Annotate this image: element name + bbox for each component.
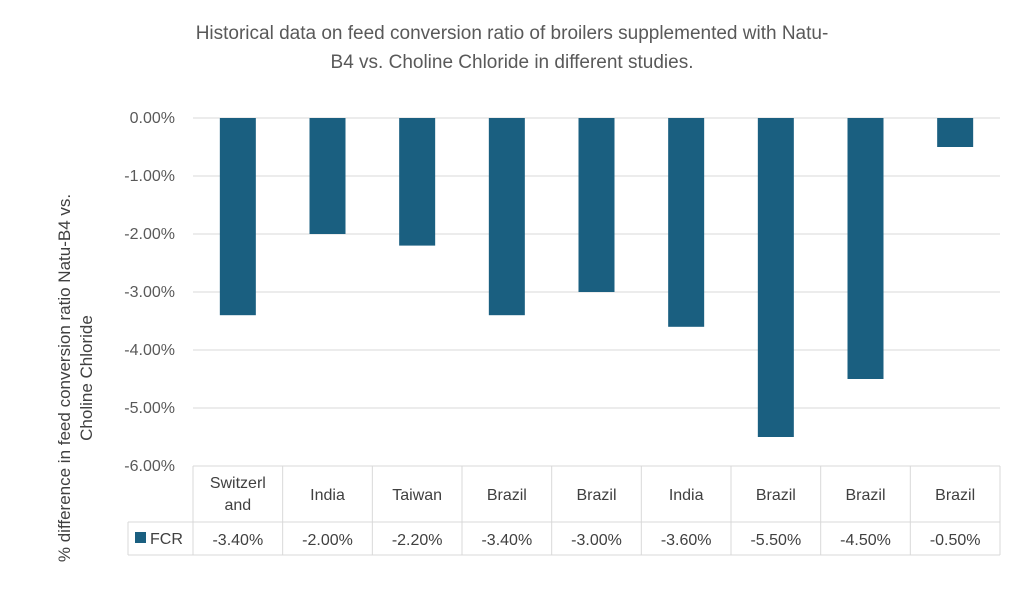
y-tick-label: -4.00% <box>124 342 175 359</box>
data-value-label: -4.50% <box>840 532 891 549</box>
y-tick-label: -6.00% <box>124 458 175 475</box>
chart-title-line-2: B4 vs. Choline Chloride in different stu… <box>330 52 694 73</box>
y-tick-label: -3.00% <box>124 284 175 301</box>
bar-taiwan <box>399 118 436 246</box>
y-tick-label: -1.00% <box>124 168 175 185</box>
bar-india <box>309 118 346 234</box>
category-label: India <box>669 487 704 504</box>
chart-title-line-1: Historical data on feed conversion ratio… <box>195 23 829 44</box>
bar-brazil <box>847 118 884 379</box>
legend-label: FCR <box>150 531 183 548</box>
bar-india <box>668 118 705 327</box>
legend-key <box>135 532 146 543</box>
y-tick-label: -2.00% <box>124 226 175 243</box>
bar-brazil <box>757 118 794 437</box>
category-label: and <box>224 497 251 514</box>
bar-brazil <box>578 118 615 292</box>
bar-brazil <box>488 118 525 316</box>
category-label: Brazil <box>756 487 796 504</box>
bar-brazil <box>937 118 974 147</box>
data-value-label: -5.50% <box>750 532 801 549</box>
category-label: Taiwan <box>392 487 442 504</box>
y-axis-ticks: 0.00% -1.00% -2.00% -3.00% -4.00% -5.00% -6.00… <box>124 110 175 475</box>
data-value-label: -2.20% <box>392 532 443 549</box>
category-label: Brazil <box>487 487 527 504</box>
category-label: Brazil <box>845 487 885 504</box>
bar-switzerland <box>219 118 256 316</box>
data-value-label: -3.40% <box>212 532 263 549</box>
category-label: Switzerl <box>210 475 266 492</box>
data-value-label: -3.60% <box>661 532 712 549</box>
category-label: Brazil <box>576 487 616 504</box>
data-value-label: -0.50% <box>930 532 981 549</box>
data-table: Switzerl and India Taiwan Brazil Brazil India B… <box>127 466 1001 556</box>
category-label: Brazil <box>935 487 975 504</box>
data-value-label: -3.40% <box>481 532 532 549</box>
y-tick-label: 0.00% <box>130 110 175 127</box>
data-value-label: -3.00% <box>571 532 622 549</box>
bar-chart: 0.00% -1.00% -2.00% -3.00% -4.00% -5.00% -6.00… <box>124 110 1001 556</box>
data-value-label: -2.00% <box>302 532 353 549</box>
y-tick-label: -5.00% <box>124 400 175 417</box>
bars <box>219 118 974 437</box>
category-label: India <box>310 487 345 504</box>
